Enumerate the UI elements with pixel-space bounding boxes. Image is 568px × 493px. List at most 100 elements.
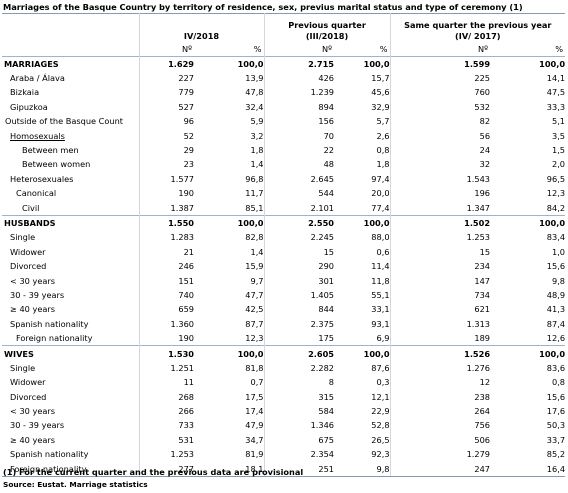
- cell-percent: 96,5: [546, 173, 566, 184]
- cell-count: 1.405: [263, 287, 335, 303]
- cell-percent: 1,4: [250, 246, 264, 257]
- cell-percent: 5,7: [376, 116, 390, 127]
- cell-percent: 100,0: [334, 55, 391, 71]
- table-row: ≥ 40 years 531 34,7 675 26,5 506 33,7: [2, 432, 565, 448]
- cell-count: 1.550: [138, 214, 194, 231]
- cell-count: 1.313: [389, 316, 491, 331]
- cell-percent: 88,0: [371, 232, 390, 243]
- table-row: Spanish nationality 1.253 81,9 2.354 92,3 1.2…: [2, 447, 565, 462]
- table-row: Foreign nationality 190 12,3 175 6,9 189 12,6: [2, 330, 565, 346]
- cell-percent: 47,8: [245, 87, 264, 98]
- table-row: Gipuzkoa 527 32,4 894 32,9 532 33,3: [2, 99, 565, 115]
- cell-count: 1.276: [389, 360, 491, 376]
- row-label: < 30 years: [10, 406, 56, 417]
- header-same-quarter-previous-year: Same quarter the previous year (IV/ 2017…: [389, 13, 566, 43]
- cell-percent: 47,5: [546, 87, 566, 98]
- cell-count: 1.279: [389, 447, 491, 462]
- cell-count: 844: [263, 302, 335, 317]
- table-row: Civil 1.387 85,1 2.101 77,4 1.347 84,2: [2, 200, 566, 216]
- table-row: Homosexuals 52 3,2 70 2,6 56 3,5: [2, 128, 565, 143]
- cell-count: 22: [263, 142, 335, 158]
- cell-count: 70: [263, 128, 335, 143]
- cell-percent: 100,0: [490, 55, 566, 71]
- cell-count: 1.629: [138, 55, 194, 71]
- table-body: MARRIAGES 1.629 100,0 2.715 100,0 1.599 100,0 A…: [2, 55, 566, 477]
- cell-percent: 45,6: [371, 87, 390, 98]
- cell-percent: 5,9: [250, 116, 264, 127]
- cell-count: 190: [138, 330, 194, 346]
- cell-count: 29: [138, 142, 194, 158]
- cell-count: 32: [389, 157, 491, 172]
- header-current-quarter: IV/2018: [138, 13, 265, 43]
- cell-count: 225: [389, 70, 491, 86]
- cell-percent: 9,8: [552, 275, 566, 286]
- row-label: Widower: [10, 246, 46, 257]
- cell-count: 56: [389, 128, 491, 143]
- cell-percent: 9,8: [334, 461, 391, 477]
- cell-percent: 97,4: [371, 173, 390, 184]
- table-row: MARRIAGES 1.629 100,0 2.715 100,0 1.599 100,0: [2, 55, 566, 71]
- cell-percent: 22,9: [371, 406, 390, 417]
- row-label: Spanish nationality: [10, 318, 89, 329]
- row-label: 30 - 39 years: [10, 420, 65, 431]
- footnote: (1) For the current quarter and the prev…: [3, 467, 304, 477]
- cell-count: 246: [138, 258, 194, 274]
- cell-percent: 6,9: [376, 333, 390, 344]
- table-row: Between women 23 1,4 48 1,8 32 2,0: [2, 157, 565, 172]
- cell-percent: 11,7: [245, 188, 264, 199]
- cell-count: 21: [138, 244, 194, 259]
- cell-percent: 52,8: [371, 420, 390, 431]
- cell-percent: 32,4: [245, 101, 264, 112]
- cell-percent: 41,3: [546, 304, 566, 315]
- cell-count: 544: [263, 186, 335, 201]
- row-label: ≥ 40 years: [10, 304, 56, 315]
- cell-count: 151: [138, 273, 194, 288]
- cell-percent: 0,3: [376, 377, 390, 388]
- cell-percent: 100,0: [490, 345, 566, 361]
- table-row: Widower 21 1,4 15 0,6 15 1,0: [2, 244, 565, 259]
- cell-count: 1.530: [138, 345, 194, 361]
- cell-count: 532: [389, 99, 491, 115]
- cell-count: 2.550: [263, 214, 335, 231]
- cell-count: 82: [389, 114, 491, 129]
- cell-count: 238: [389, 389, 491, 404]
- cell-percent: 87,6: [371, 362, 390, 373]
- cell-percent: 50,3: [546, 420, 566, 431]
- cell-percent: 81,9: [245, 449, 264, 460]
- row-label: Bizkaia: [10, 87, 40, 98]
- cell-percent: 87,7: [245, 318, 264, 329]
- cell-count: 156: [263, 114, 335, 129]
- row-label: Outside of the Basque Count: [5, 116, 123, 127]
- cell-percent: 15,7: [371, 73, 390, 84]
- table-row: Araba / Álava 227 13,9 426 15,7 225 14,1: [2, 70, 565, 86]
- row-label: Single: [10, 232, 36, 243]
- header-pct: %: [379, 44, 388, 55]
- cell-percent: 1,4: [250, 159, 264, 170]
- cell-count: 2.645: [263, 171, 335, 187]
- cell-count: 1.360: [138, 316, 194, 331]
- cell-count: 1.253: [389, 230, 491, 245]
- cell-count: 1.577: [138, 171, 194, 187]
- cell-percent: 47,9: [245, 420, 264, 431]
- cell-percent: 84,2: [546, 202, 566, 213]
- cell-count: 1.502: [389, 214, 491, 231]
- row-label: < 30 years: [10, 275, 56, 286]
- row-label: Between men: [22, 145, 79, 156]
- cell-percent: 100,0: [334, 214, 391, 231]
- header-previous-quarter: Previous quarter (III/2018): [263, 13, 391, 43]
- header-pct: %: [555, 44, 564, 55]
- cell-percent: 0,8: [552, 377, 566, 388]
- header-row-units: Nº % Nº % Nº %: [2, 43, 566, 56]
- cell-count: 12: [389, 375, 491, 390]
- cell-percent: 17,6: [546, 406, 566, 417]
- cell-count: 1.283: [138, 230, 194, 245]
- row-label: Widower: [10, 377, 46, 388]
- cell-count: 2.375: [263, 316, 335, 331]
- cell-percent: 11,8: [371, 275, 390, 286]
- cell-percent: 100,0: [194, 345, 265, 361]
- cell-count: 733: [138, 418, 194, 433]
- row-label: Between women: [22, 159, 91, 170]
- cell-percent: 1,8: [376, 159, 390, 170]
- cell-count: 234: [389, 258, 491, 274]
- cell-count: 760: [389, 85, 491, 100]
